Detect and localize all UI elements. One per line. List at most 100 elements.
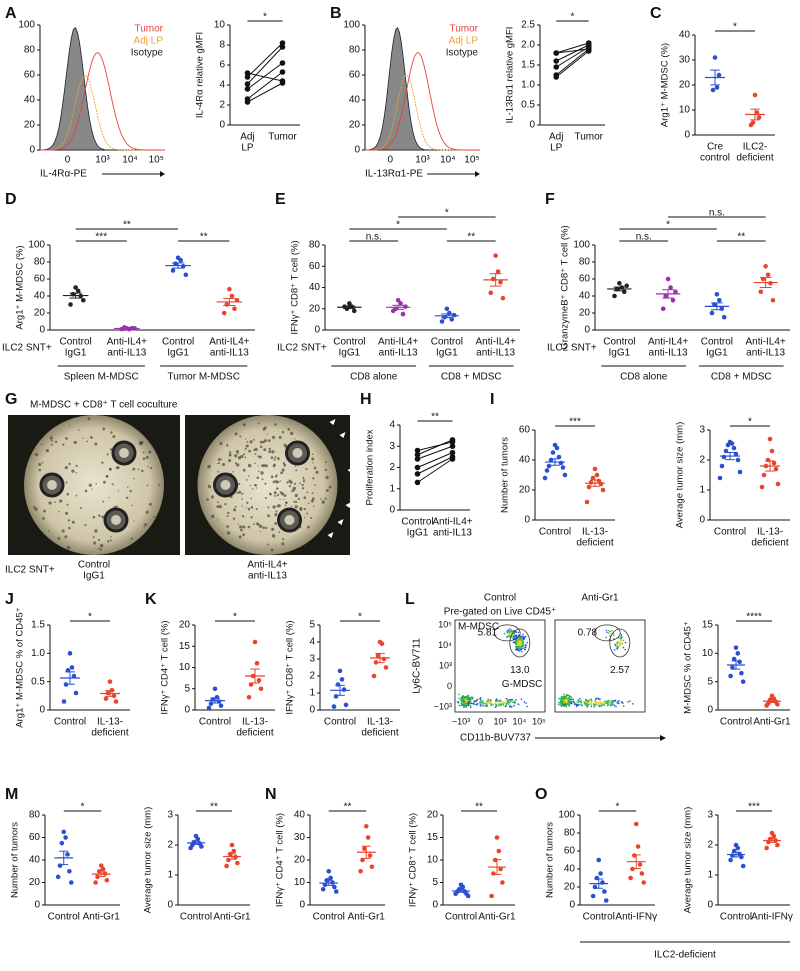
y-tick-label: 0 [432,900,438,911]
panel-letter: D [5,191,17,208]
cell [217,462,219,465]
event [607,699,609,702]
x-tick-label: ILC2- [743,142,767,153]
data-point [65,852,70,857]
data-point [588,480,594,485]
cell [256,476,260,480]
cell [242,533,245,537]
significance-label: *** [569,417,581,428]
cell [66,503,69,506]
cell [260,471,264,475]
data-point [244,74,251,80]
data-point [766,839,771,845]
cell [289,431,294,436]
data-point [362,846,367,852]
y-tick-label: 1.0 [31,648,45,659]
data-point [592,884,598,890]
cell [267,506,270,509]
cell [33,506,36,509]
significance-label: * [733,22,737,33]
y-tick-label: 1 [167,870,173,881]
cell [311,453,314,456]
data-point [212,686,218,692]
arrow-head [160,171,165,177]
cell [237,523,239,525]
y-tick-label: 60 [579,274,591,285]
event [521,647,524,650]
data-point [465,893,471,899]
cell [93,541,97,545]
event [519,649,522,651]
cell [268,450,272,454]
event [510,629,512,631]
arrowhead-marker [327,532,334,538]
event [632,703,634,705]
event [495,700,497,703]
data-point [735,457,741,463]
data-point [721,454,727,460]
y-tick-label: 10 [427,855,439,866]
data-point [400,311,406,317]
x-tick-label: IL-13- [582,527,608,538]
event [485,701,488,703]
pair-line [555,50,590,78]
cell [38,462,42,467]
data-point [414,451,421,458]
cell [282,462,286,465]
arrowhead-marker [329,419,336,425]
cell [280,480,282,482]
x-tick-label: LP [241,143,254,154]
pair-line [247,71,283,100]
cell [235,450,240,454]
cell [149,467,153,470]
x-tick-label: Anti-IL4+ [378,337,418,348]
legend-entry: Tumor [449,24,478,35]
cell [294,438,296,440]
cell [75,494,78,497]
cell [302,479,306,483]
y-tick-label: 10⁵ [438,619,452,629]
data-point [447,310,452,316]
data-point [451,312,457,318]
cell [148,450,152,454]
cell [274,423,277,426]
cell [274,522,278,525]
data-point [358,868,363,874]
event [616,645,619,647]
data-point [81,297,86,303]
x-tick-label: Control [199,717,231,728]
gate [593,624,621,642]
x-tick-label: Anti-IL4+ [745,337,785,348]
cell [258,455,262,459]
y-tick-label: 0 [314,325,320,336]
significance-label: ** [344,802,352,813]
cell [250,516,253,519]
cell [48,530,50,532]
event [585,704,587,707]
y-axis-label: IFNγ⁺ CD4⁺ T cell (%) [160,620,171,714]
cell [217,470,219,473]
event [487,698,490,701]
event [584,703,586,705]
cell [131,504,134,507]
y-tick-label: 0 [447,681,452,691]
x-tick-label: anti-IL13 [379,348,418,359]
data-point [553,50,560,56]
y-tick-label: 8 [219,40,225,51]
data-point [95,874,100,880]
event [506,636,508,638]
data-point [244,86,251,92]
y-tick-label: 0 [184,705,190,716]
x-tick-label: 10⁴ [513,716,527,726]
y-axis-label: Average tumor size (mm) [683,807,694,913]
cell [299,509,302,511]
cell [242,423,246,427]
event [597,703,599,705]
data-point [775,481,781,487]
y-tick-label: 10 [214,20,226,31]
event [469,706,472,709]
data-point [279,60,286,66]
cell [313,466,317,470]
event [487,701,489,703]
cell [71,520,75,524]
